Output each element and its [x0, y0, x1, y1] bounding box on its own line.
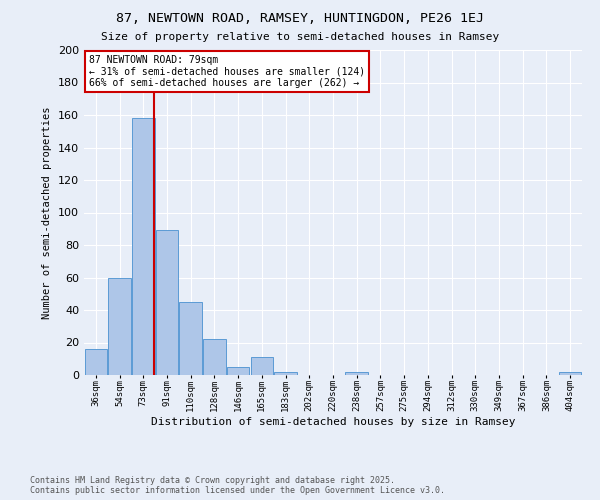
- Bar: [274, 372, 297, 375]
- Text: 87, NEWTOWN ROAD, RAMSEY, HUNTINGDON, PE26 1EJ: 87, NEWTOWN ROAD, RAMSEY, HUNTINGDON, PE…: [116, 12, 484, 26]
- Bar: [559, 372, 581, 375]
- Bar: [346, 372, 368, 375]
- Bar: [156, 230, 178, 375]
- Bar: [203, 339, 226, 375]
- Bar: [85, 349, 107, 375]
- Bar: [109, 278, 131, 375]
- Y-axis label: Number of semi-detached properties: Number of semi-detached properties: [43, 106, 52, 319]
- Bar: [179, 302, 202, 375]
- Text: Contains HM Land Registry data © Crown copyright and database right 2025.
Contai: Contains HM Land Registry data © Crown c…: [30, 476, 445, 495]
- Text: Size of property relative to semi-detached houses in Ramsey: Size of property relative to semi-detach…: [101, 32, 499, 42]
- Text: 87 NEWTOWN ROAD: 79sqm
← 31% of semi-detached houses are smaller (124)
66% of se: 87 NEWTOWN ROAD: 79sqm ← 31% of semi-det…: [89, 55, 365, 88]
- Bar: [132, 118, 155, 375]
- X-axis label: Distribution of semi-detached houses by size in Ramsey: Distribution of semi-detached houses by …: [151, 417, 515, 427]
- Bar: [251, 357, 273, 375]
- Bar: [227, 367, 250, 375]
